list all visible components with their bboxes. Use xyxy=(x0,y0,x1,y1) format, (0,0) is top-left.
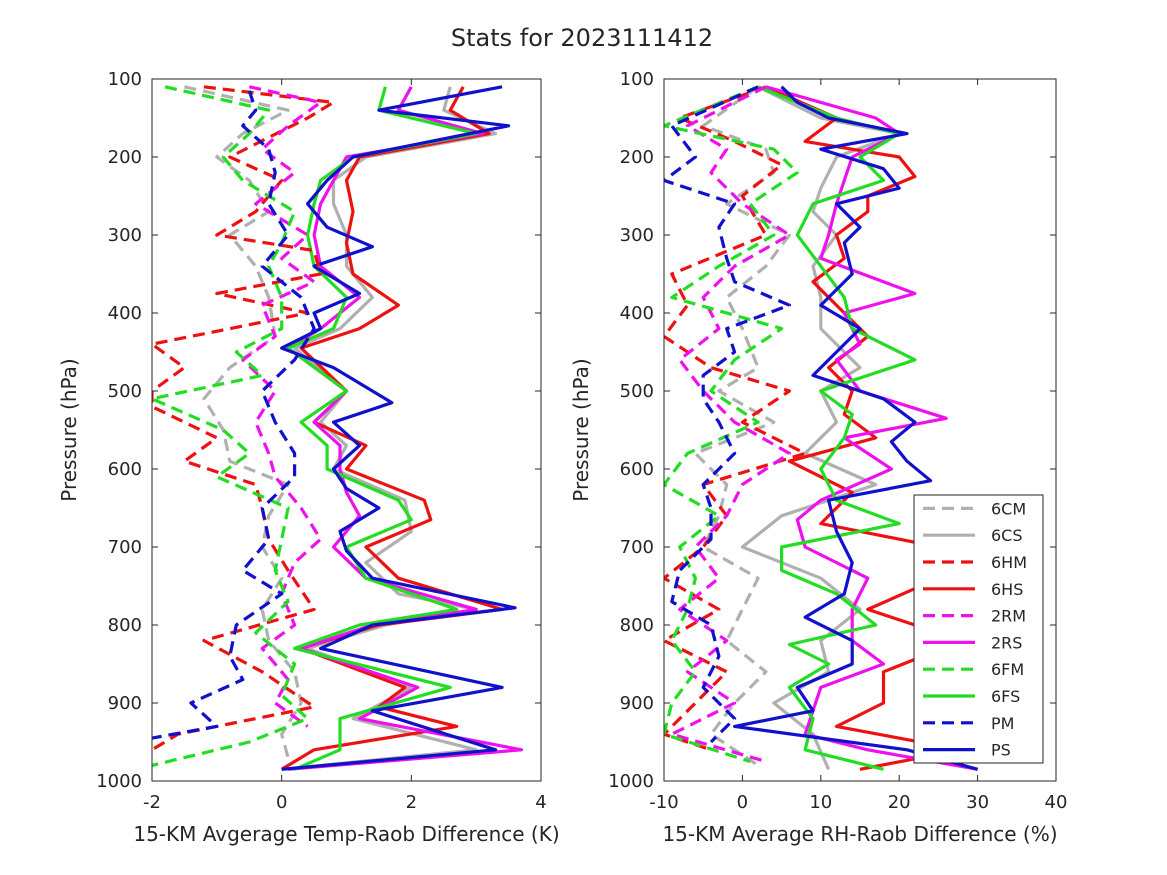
temp-y-tick-label: 500 xyxy=(108,381,142,402)
temp-series-pm xyxy=(152,90,316,740)
temp-x-tick-label: 0 xyxy=(276,792,287,813)
rh-y-tick-label: 1000 xyxy=(608,771,654,792)
temp-x-tick-label: -2 xyxy=(143,792,161,813)
rh-y-tick-label: 400 xyxy=(620,303,654,324)
legend-label-6fm: 6FM xyxy=(991,660,1024,679)
rh-x-tick-label: 20 xyxy=(888,792,911,813)
legend-label-2rm: 2RM xyxy=(991,607,1026,626)
temp-series-6fm xyxy=(152,85,310,767)
temp-series-6hs xyxy=(280,86,504,771)
temp-x-tick-label: 2 xyxy=(406,792,417,813)
rh-series-2rm xyxy=(670,85,792,764)
temp-y-tick-label: 900 xyxy=(108,693,142,714)
rh-series-ps xyxy=(732,85,979,771)
temp-series-2rm xyxy=(241,85,323,728)
rh-x-tick-label: 0 xyxy=(737,792,748,813)
temp-series-group xyxy=(152,85,524,771)
rh-axes-frame xyxy=(663,78,1057,782)
rh-series-6cs xyxy=(740,85,901,770)
temp-y-tick-label: 300 xyxy=(108,225,142,246)
figure-title: Stats for 2023111412 xyxy=(451,24,713,52)
rh-x-tick-label: 40 xyxy=(1045,792,1068,813)
temp-series-6fs xyxy=(286,86,478,771)
temp-series-2rs xyxy=(286,86,524,771)
rh-y-tick-label: 300 xyxy=(620,225,654,246)
rh-series-6fm xyxy=(664,85,799,764)
rh-y-tick-label: 700 xyxy=(620,537,654,558)
rh-y-tick-label: 600 xyxy=(620,459,654,480)
legend-label-6fs: 6FS xyxy=(991,687,1020,706)
temp-y-tick-label: 400 xyxy=(108,303,142,324)
temp-series-6hm xyxy=(152,85,336,752)
temp-y-tick-label: 600 xyxy=(108,459,142,480)
temp-y-tick-label: 700 xyxy=(108,537,142,558)
rh-series-6cm xyxy=(693,85,792,767)
rh-x-tick-label: 30 xyxy=(966,792,989,813)
rh-y-tick-label: 100 xyxy=(620,69,654,90)
legend-label-pm: PM xyxy=(991,714,1014,733)
rh-series-pm xyxy=(664,85,792,744)
temp-x-tick-label: 4 xyxy=(535,792,546,813)
temp-x-axis-label: 15-KM Avgerage Temp-Raob Difference (K) xyxy=(133,822,559,846)
rh-y-tick-label: 200 xyxy=(620,147,654,168)
temp-series-ps xyxy=(280,85,517,771)
legend-label-6hs: 6HS xyxy=(991,580,1023,599)
temp-y-tick-label: 200 xyxy=(108,147,142,168)
legend-label-6hm: 6HM xyxy=(991,553,1027,572)
rh-difference-panel: -10 0 10 20 30 40 100 200 300 400 500 600 700 800 900 1… xyxy=(569,69,1067,846)
temp-y-tick-label: 100 xyxy=(108,69,142,90)
temp-y-tick-label: 800 xyxy=(108,615,142,636)
rh-x-tick-label: 10 xyxy=(809,792,832,813)
rh-series-6fs xyxy=(757,85,917,771)
temp-series-6cm xyxy=(184,85,303,759)
legend: 6CM 6CS 6HM 6HS 2RM 2RS 6FM 6FS PM PS xyxy=(913,494,1044,764)
temp-y-tick-label: 1000 xyxy=(96,771,142,792)
legend-label-ps: PS xyxy=(991,741,1011,760)
rh-y-tick-label: 800 xyxy=(620,615,654,636)
rh-y-tick-label: 900 xyxy=(620,693,654,714)
legend-label-6cs: 6CS xyxy=(991,526,1023,545)
rh-series-2rs xyxy=(765,85,978,771)
legend-box xyxy=(913,494,1044,764)
rh-x-tick-label: -10 xyxy=(649,792,678,813)
rh-y-tick-label: 500 xyxy=(620,381,654,402)
temp-y-axis-label: Pressure (hPa) xyxy=(57,358,81,501)
legend-label-6cm: 6CM xyxy=(991,499,1026,518)
legend-label-2rs: 2RS xyxy=(991,633,1022,652)
temp-axes-frame xyxy=(151,78,542,782)
temp-difference-panel: -2 0 2 4 100 200 300 400 500 600 700 800 900 1000 15-K… xyxy=(57,69,560,846)
temp-series-6cs xyxy=(281,86,498,771)
rh-x-axis-label: 15-KM Average RH-Raob Difference (%) xyxy=(662,822,1057,846)
rh-y-axis-label: Pressure (hPa) xyxy=(569,358,593,501)
rh-series-6hm xyxy=(664,85,807,752)
rh-series-group xyxy=(664,85,979,771)
